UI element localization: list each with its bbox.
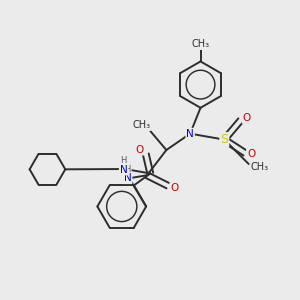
Text: S: S xyxy=(220,133,228,146)
Text: O: O xyxy=(170,183,178,193)
Text: H: H xyxy=(120,156,127,165)
Text: CH₃: CH₃ xyxy=(251,162,269,172)
Text: N: N xyxy=(124,173,132,183)
Text: N: N xyxy=(186,129,194,139)
Text: O: O xyxy=(247,149,255,160)
Text: CH₃: CH₃ xyxy=(132,120,150,130)
Text: N: N xyxy=(120,165,128,175)
Text: O: O xyxy=(135,145,143,155)
Text: H: H xyxy=(124,165,131,174)
Text: CH₃: CH₃ xyxy=(191,39,210,49)
Text: O: O xyxy=(242,113,251,123)
